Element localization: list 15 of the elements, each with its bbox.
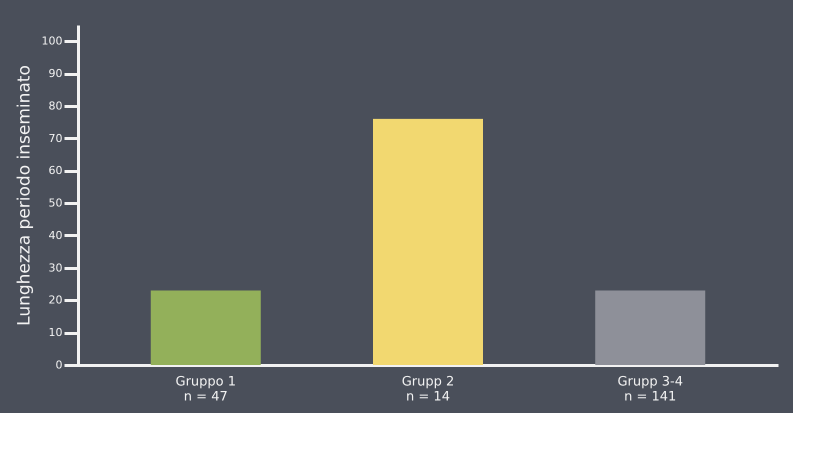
x-tick-label: Gruppo 1 n = 47 — [176, 374, 236, 404]
y-axis-title: Lunghezza periodo inseminato — [14, 65, 35, 326]
y-tick-label: 40 — [48, 228, 62, 242]
x-tick-label: Grupp 2 n = 14 — [402, 374, 454, 404]
y-tick-label: 20 — [48, 294, 62, 307]
y-tick-label: 50 — [48, 196, 62, 210]
y-tick-label: 10 — [48, 326, 62, 340]
y-tick-label: 100 — [42, 34, 62, 48]
x-tick-label: Grupp 3-4 n = 141 — [617, 374, 683, 404]
y-tick-label: 90 — [48, 67, 62, 80]
y-tick-label: 80 — [48, 99, 62, 112]
y-tick-label: 60 — [48, 164, 62, 178]
y-tick-label: 30 — [48, 261, 62, 274]
y-tick-label: 0 — [56, 358, 62, 372]
y-tick-label: 70 — [48, 132, 62, 145]
